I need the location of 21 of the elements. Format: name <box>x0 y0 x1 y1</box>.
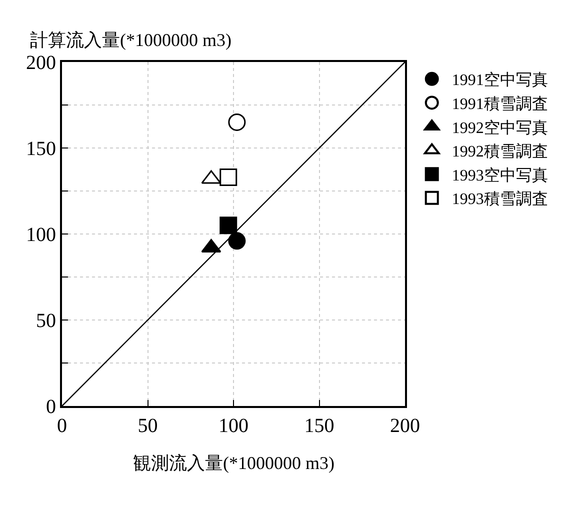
legend-label: 1993空中写真 <box>452 166 548 184</box>
legend-label: 1992積雪調査 <box>452 142 548 161</box>
y-tick-label: 0 <box>46 396 56 418</box>
legend-label: 1991積雪調査 <box>452 94 548 113</box>
point <box>228 113 246 131</box>
y-tick-label: 100 <box>26 224 56 246</box>
y-tick-label: 150 <box>26 138 56 160</box>
x-tick-label: 200 <box>390 415 420 437</box>
point <box>228 232 246 250</box>
x-axis-title: 観測流入量(*1000000 m3) <box>133 453 334 473</box>
legend-label: 1992空中写真 <box>452 118 548 137</box>
x-tick-label: 100 <box>218 415 248 437</box>
y-tick-label: 50 <box>36 310 56 332</box>
x-tick-label: 150 <box>304 415 334 437</box>
y-axis-title: 計算流入量(*1000000 m3) <box>30 30 232 50</box>
x-tick-label: 50 <box>138 415 158 437</box>
y-tick-label: 200 <box>26 52 56 74</box>
legend-label: 1991空中写真 <box>452 71 548 90</box>
point <box>220 168 238 186</box>
legend-label: 1993積雪調査 <box>452 190 548 208</box>
point <box>220 216 238 234</box>
